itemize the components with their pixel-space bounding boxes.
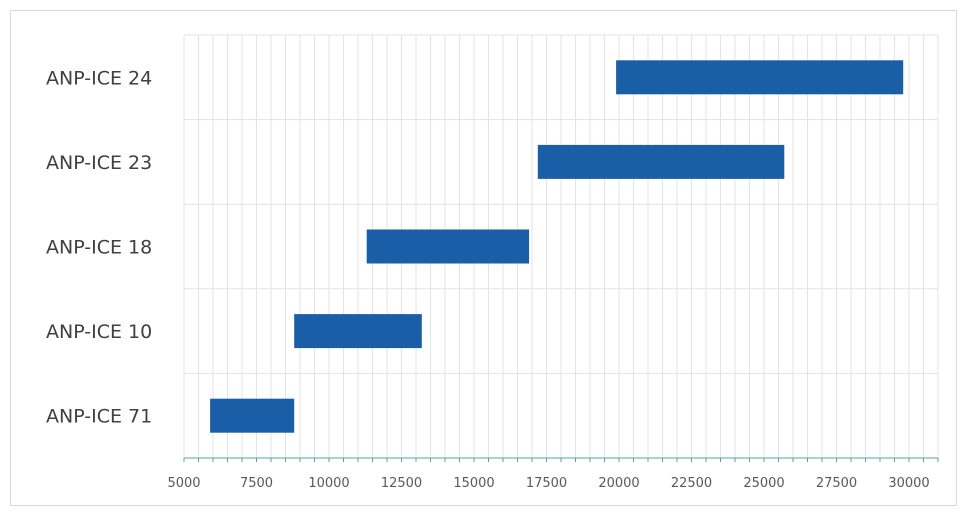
x-tick-label: 12500 [381, 476, 422, 491]
category-labels: ANP-ICE 24 ANP-ICE 23 ANP-ICE 18 ANP-ICE 10… [46, 67, 152, 427]
x-tick-label: 15000 [453, 476, 494, 491]
x-tick-label: 5000 [167, 476, 200, 491]
category-label: ANP-ICE 24 [46, 67, 152, 89]
bar [616, 60, 904, 95]
category-label: ANP-ICE 71 [46, 406, 152, 428]
x-tick-labels: 5000 7500 10000 12500 15000 17500 20000 22500 25… [167, 476, 929, 491]
x-tick-label: 25000 [743, 476, 784, 491]
gridlines [183, 34, 939, 458]
x-tick-label: 10000 [308, 476, 349, 491]
category-label: ANP-ICE 10 [46, 321, 152, 343]
x-tick-label: 20000 [598, 476, 639, 491]
x-tick-label: 22500 [671, 476, 712, 491]
x-tick-label: 27500 [816, 476, 857, 491]
bar [210, 398, 295, 433]
bars [210, 60, 904, 433]
x-axis [183, 457, 939, 462]
category-label: ANP-ICE 18 [46, 237, 152, 259]
bar [537, 144, 785, 179]
bar [294, 314, 422, 349]
bar [366, 229, 530, 264]
category-label: ANP-ICE 23 [46, 152, 152, 174]
x-tick-label: 30000 [888, 476, 929, 491]
x-tick-label: 7500 [240, 476, 273, 491]
x-tick-label: 17500 [526, 476, 567, 491]
